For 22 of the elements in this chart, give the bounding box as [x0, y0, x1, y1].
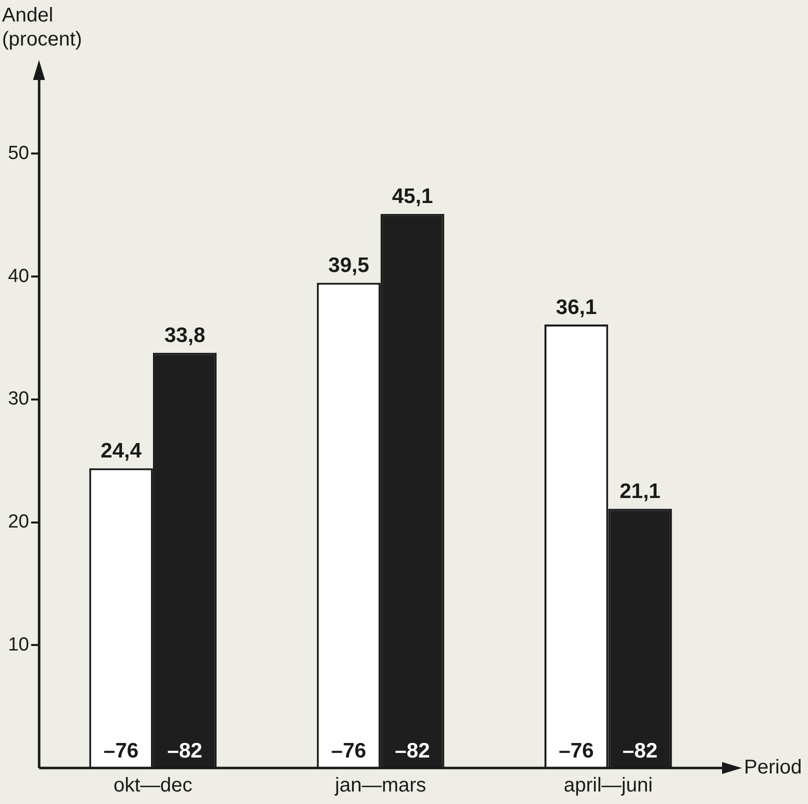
text: –82	[622, 739, 658, 762]
text: –76	[558, 739, 594, 762]
series-label: –82	[167, 739, 202, 762]
x-tick-label: jan—mars	[334, 774, 426, 797]
data-label: 24,4	[100, 440, 142, 463]
data-label: 33,8	[164, 324, 206, 348]
y-tick-label: 50	[8, 142, 30, 164]
data-label: 36,1	[556, 296, 598, 319]
y-tick-label: 40	[8, 266, 30, 287]
y-tick-label: 10	[8, 634, 30, 656]
text: –82	[394, 739, 430, 762]
x-tick-label: okt—dec	[113, 774, 192, 797]
y-tick-label: 20	[8, 512, 30, 533]
text: –76	[331, 739, 366, 762]
data-label: 39,5	[328, 254, 370, 278]
x-axis-title: Period	[744, 756, 802, 779]
x-tick-label: april—juni	[564, 774, 653, 797]
data-label: 45,1	[392, 185, 434, 208]
data-label: 21,1	[620, 480, 661, 504]
y-axis-title: Andel (procent)	[2, 4, 82, 51]
y-tick-label: 30	[8, 388, 30, 410]
series-label: –76	[104, 739, 139, 762]
